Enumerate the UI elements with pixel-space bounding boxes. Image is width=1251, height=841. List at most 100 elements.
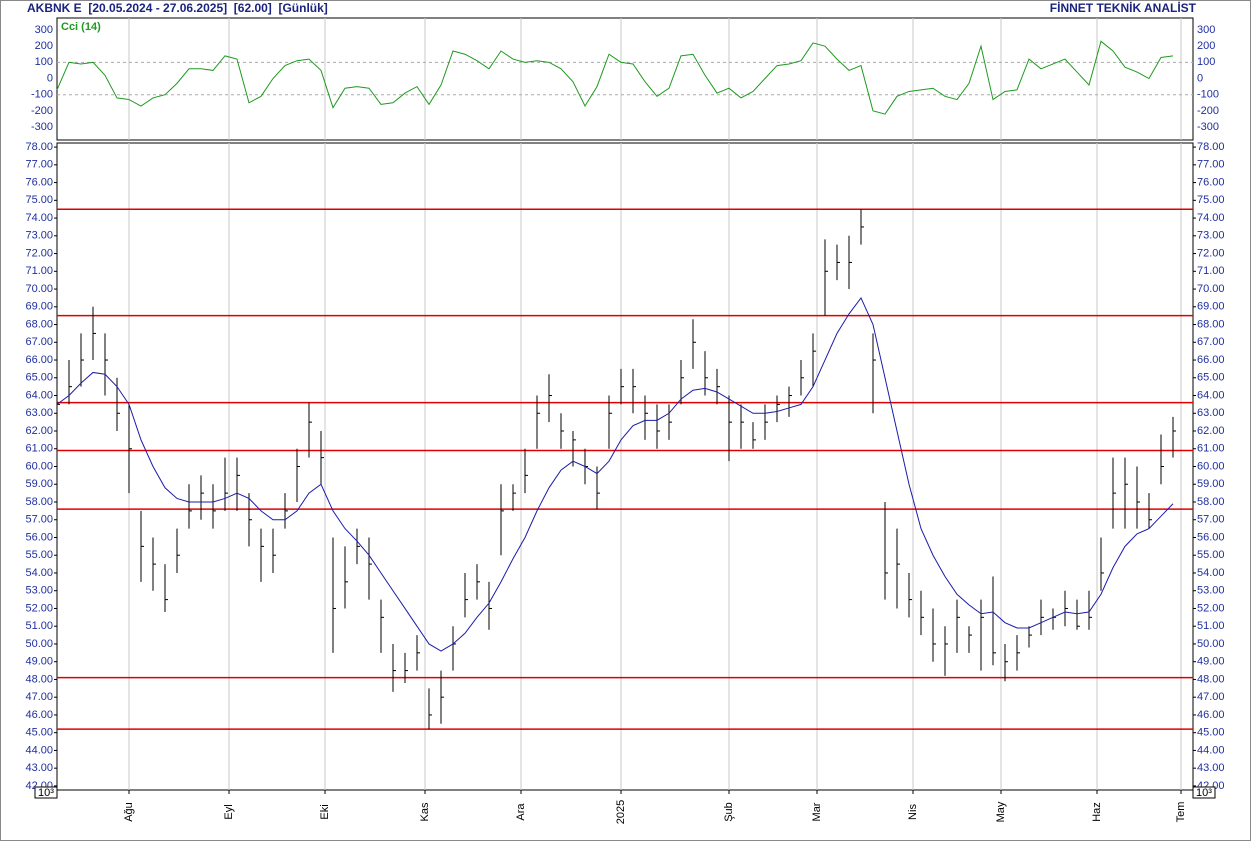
y-tick-label-left: 75.00	[25, 194, 53, 206]
x-tick-label: Eki	[319, 804, 331, 819]
y-tick-label-left: 62.00	[25, 425, 53, 437]
y-tick-label-right: 52.00	[1197, 602, 1225, 614]
y-tick-label-left: 45.00	[25, 727, 53, 739]
y-tick-label-right: 58.00	[1197, 496, 1225, 508]
y-tick-label-left: -100	[31, 89, 53, 101]
y-tick-label-left: 60.00	[25, 460, 53, 472]
y-tick-label-right: 54.00	[1197, 567, 1225, 579]
y-tick-label-right: 63.00	[1197, 407, 1225, 419]
x-tick-label: Kas	[419, 802, 431, 821]
y-tick-label-left: 72.00	[25, 247, 53, 259]
y-tick-label-left: 56.00	[25, 531, 53, 543]
y-tick-label-left: 76.00	[25, 176, 53, 188]
y-tick-label-left: 78.00	[25, 141, 53, 153]
y-tick-label-right: 50.00	[1197, 638, 1225, 650]
y-tick-label-right: 49.00	[1197, 656, 1225, 668]
y-tick-label-left: 66.00	[25, 354, 53, 366]
y-tick-label-left: 52.00	[25, 602, 53, 614]
y-tick-label-right: 51.00	[1197, 620, 1225, 632]
y-tick-label-right: 67.00	[1197, 336, 1225, 348]
x-tick-label: 2025	[615, 800, 627, 824]
y-tick-label-right: 76.00	[1197, 176, 1225, 188]
y-tick-label-right: 66.00	[1197, 354, 1225, 366]
note-box	[1192, 786, 1216, 799]
y-tick-label-left: 61.00	[25, 443, 53, 455]
y-tick-label-right: 56.00	[1197, 531, 1225, 543]
y-tick-label-right: 70.00	[1197, 283, 1225, 295]
note-box	[34, 786, 58, 799]
indicator-label: Cci (14)	[61, 21, 101, 33]
y-tick-label-left: 71.00	[25, 265, 53, 277]
header-left: AKBNK E [20.05.2024 - 27.06.2025] [62.00…	[27, 1, 328, 15]
y-tick-label-right: 53.00	[1197, 585, 1225, 597]
y-tick-label-right: 75.00	[1197, 194, 1225, 206]
y-tick-label-left: 58.00	[25, 496, 53, 508]
y-tick-label-right: 78.00	[1197, 141, 1225, 153]
y-tick-label-right: -300	[1197, 121, 1219, 133]
x-tick-label: Nis	[907, 804, 919, 820]
y-tick-label-left: 46.00	[25, 709, 53, 721]
y-tick-label-right: 45.00	[1197, 727, 1225, 739]
y-tick-label-right: 57.00	[1197, 514, 1225, 526]
x-tick-label: Haz	[1091, 802, 1103, 822]
y-tick-label-left: -300	[31, 121, 53, 133]
y-tick-label-right: 60.00	[1197, 460, 1225, 472]
y-tick-label-right: 69.00	[1197, 301, 1225, 313]
y-tick-label-right: 48.00	[1197, 673, 1225, 685]
x-tick-label: Ağu	[123, 802, 135, 822]
y-tick-label-right: 55.00	[1197, 549, 1225, 561]
y-tick-label-left: 53.00	[25, 585, 53, 597]
y-tick-label-right: 46.00	[1197, 709, 1225, 721]
y-tick-label-left: 59.00	[25, 478, 53, 490]
y-tick-label-right: 44.00	[1197, 744, 1225, 756]
y-tick-label-left: 73.00	[25, 230, 53, 242]
y-tick-label-right: 65.00	[1197, 372, 1225, 384]
y-tick-label-left: 49.00	[25, 656, 53, 668]
y-tick-label-left: 44.00	[25, 744, 53, 756]
y-tick-label-right: -100	[1197, 89, 1219, 101]
y-tick-label-left: 47.00	[25, 691, 53, 703]
y-tick-label-right: 74.00	[1197, 212, 1225, 224]
y-tick-label-right: 72.00	[1197, 247, 1225, 259]
y-tick-label-right: -200	[1197, 105, 1219, 117]
y-tick-label-left: 65.00	[25, 372, 53, 384]
y-tick-label-left: 55.00	[25, 549, 53, 561]
cci-frame	[56, 17, 1194, 141]
moving-average	[56, 296, 1174, 652]
x-tick-label: Eyl	[223, 804, 235, 819]
y-tick-label-left: 50.00	[25, 638, 53, 650]
x-tick-label: May	[995, 801, 1007, 822]
y-tick-label-left: 74.00	[25, 212, 53, 224]
x-tick-label: Mar	[811, 802, 823, 821]
y-tick-label-right: 100	[1197, 56, 1215, 68]
y-tick-label-right: 200	[1197, 40, 1215, 52]
y-tick-label-right: 68.00	[1197, 318, 1225, 330]
x-tick-label: Ara	[515, 803, 527, 821]
y-tick-label-left: 43.00	[25, 762, 53, 774]
y-tick-label-right: 43.00	[1197, 762, 1225, 774]
y-tick-label-left: 67.00	[25, 336, 53, 348]
cci-line	[56, 40, 1174, 115]
y-tick-label-left: 69.00	[25, 301, 53, 313]
y-tick-label-right: 62.00	[1197, 425, 1225, 437]
y-tick-label-right: 64.00	[1197, 389, 1225, 401]
y-tick-label-right: 59.00	[1197, 478, 1225, 490]
y-tick-label-right: 0	[1197, 72, 1203, 84]
y-tick-label-right: 300	[1197, 24, 1215, 36]
x-tick-label: Tem	[1175, 802, 1187, 823]
y-tick-label-left: 51.00	[25, 620, 53, 632]
y-tick-label-left: 200	[35, 40, 53, 52]
x-tick-label: Şub	[723, 802, 735, 822]
y-tick-label-left: 54.00	[25, 567, 53, 579]
y-tick-label-right: 71.00	[1197, 265, 1225, 277]
y-tick-label-left: -200	[31, 105, 53, 117]
y-tick-label-left: 0	[47, 72, 53, 84]
axis-note: 10³	[1196, 787, 1212, 799]
y-tick-label-right: 73.00	[1197, 230, 1225, 242]
y-tick-label-left: 68.00	[25, 318, 53, 330]
y-tick-label-left: 70.00	[25, 283, 53, 295]
y-tick-label-left: 63.00	[25, 407, 53, 419]
y-tick-label-left: 64.00	[25, 389, 53, 401]
